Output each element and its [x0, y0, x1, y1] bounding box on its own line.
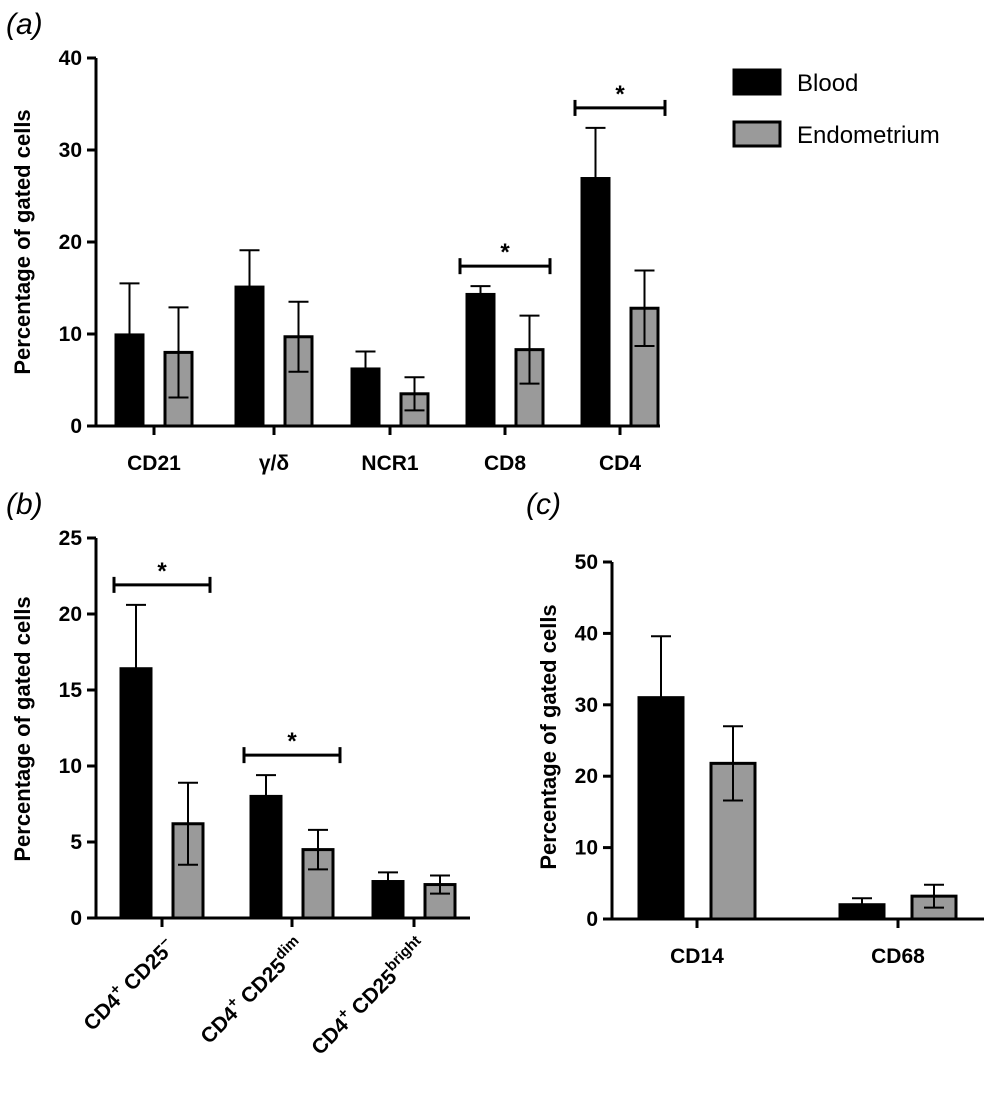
panel-c-y-axis-title: Percentage of gated cells — [536, 604, 561, 869]
panel-b-y-tick-label: 15 — [59, 679, 83, 702]
panel-a-x-tick-label: γ/δ — [259, 452, 289, 475]
panel-a-significance-star: * — [500, 239, 510, 266]
panel-b-bar-blood — [119, 667, 153, 920]
panel-c-y-tick-label: 50 — [575, 551, 598, 574]
panel-c-bar-blood — [838, 903, 886, 921]
panel-c-y-tick-label: 20 — [575, 765, 598, 788]
panel-c-y-tick-label: 0 — [586, 908, 598, 931]
legend-blood-swatch — [732, 68, 782, 96]
panel-a-label: (a) — [6, 8, 43, 41]
panel-a-y-tick-label: 20 — [59, 231, 82, 254]
panel-c-chart: 0 10 20 30 40 50 CD14 CD68 — [575, 551, 984, 968]
panel-a-significance-star: * — [615, 81, 625, 108]
panel-c-y-tick-label: 40 — [575, 622, 598, 645]
panel-c-y-tick-label: 10 — [575, 837, 598, 860]
panel-a-bar-blood — [465, 292, 496, 428]
panel-a-x-tick-label: CD21 — [127, 452, 181, 475]
panel-b-significance-star: * — [157, 558, 167, 585]
panel-a-bar-blood — [350, 367, 381, 428]
panel-b-y-tick-label: 20 — [59, 603, 82, 626]
panel-b-x-tick-label: CD4+ CD25dim — [194, 932, 310, 1048]
panel-b-y-tick-label: 10 — [59, 755, 82, 778]
panel-c-bar-blood — [637, 696, 685, 921]
panel-a-bar-blood — [234, 285, 265, 428]
panel-a-y-tick-label: 10 — [59, 323, 82, 346]
panel-b-y-axis-title: Percentage of gated cells — [10, 596, 35, 861]
panel-a-bar-blood — [580, 177, 611, 428]
panel-c-x-tick-label: CD68 — [871, 945, 925, 968]
panel-a-y-tick-label: 30 — [59, 139, 82, 162]
legend: Blood Endometrium — [732, 68, 940, 149]
panel-b-label: (b) — [6, 488, 43, 521]
panel-a-bar-blood — [114, 333, 145, 428]
legend-endometrium-label: Endometrium — [797, 122, 940, 149]
panel-a-y-tick-label: 0 — [70, 415, 82, 438]
panel-c-y-tick-label: 30 — [575, 694, 598, 717]
legend-endometrium-swatch — [732, 120, 782, 148]
panel-b-x-tick-label: CD4+ CD25– — [77, 932, 180, 1035]
panel-c-x-tick-label: CD14 — [670, 945, 724, 968]
panel-b-x-tick-label: CD4+ CD25bright — [304, 932, 431, 1059]
panel-b-bar-blood — [249, 794, 283, 920]
panel-a-x-tick-label: NCR1 — [361, 452, 418, 475]
panel-c-label: (c) — [526, 488, 561, 521]
panel-a-y-axis-title: Percentage of gated cells — [10, 109, 35, 374]
panel-a-x-tick-label: CD8 — [484, 452, 526, 475]
legend-blood-label: Blood — [797, 70, 858, 97]
panel-a-y-tick-label: 40 — [59, 47, 82, 70]
panel-b-y-tick-label: 0 — [70, 907, 82, 930]
panel-b-y-tick-label: 5 — [70, 831, 82, 854]
panel-a-x-tick-label: CD4 — [599, 452, 641, 475]
panel-b-y-tick-label: 25 — [59, 527, 83, 550]
panel-b-bar-blood — [371, 880, 405, 920]
panel-b-significance-star: * — [287, 728, 297, 755]
panel-a-chart: 0 10 20 30 40 CD21 γ/δ NCR1 CD8 CD4 * * — [59, 47, 667, 475]
